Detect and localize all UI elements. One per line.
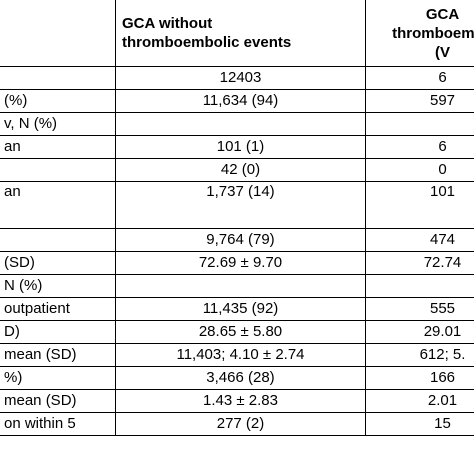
table-cell: 101 — [366, 182, 474, 229]
table-cell: 72.74 — [366, 252, 474, 275]
table-cell: 6 — [366, 67, 474, 90]
table-row: N (%) — [0, 275, 474, 298]
table-cell: v, N (%) — [0, 113, 116, 136]
table-cell: 1.43 ± 2.83 — [116, 390, 366, 413]
table-cell: 597 — [366, 90, 474, 113]
table-cell: an — [0, 136, 116, 159]
table-cell: 11,435 (92) — [116, 298, 366, 321]
table-cell: 72.69 ± 9.70 — [116, 252, 366, 275]
table-row: 42 (0)0 — [0, 159, 474, 182]
table-cell: 166 — [366, 367, 474, 390]
header-cell — [0, 0, 116, 67]
table-cell: 12403 — [116, 67, 366, 90]
table-cell: outpatient — [0, 298, 116, 321]
table-cell: 277 (2) — [116, 413, 366, 436]
table-cell: 29.01 — [366, 321, 474, 344]
table-cell: 15 — [366, 413, 474, 436]
header-cell: GCAthromboembo(V — [366, 0, 474, 67]
header-line: thromboembo — [370, 24, 474, 43]
table-cell: N (%) — [0, 275, 116, 298]
table-row: 9,764 (79)474 — [0, 229, 474, 252]
table-cell: on within 5 — [0, 413, 116, 436]
table-cell: (%) — [0, 90, 116, 113]
table-cell — [0, 229, 116, 252]
table-cell — [0, 159, 116, 182]
table-cell: an — [0, 182, 116, 229]
header-line: GCA — [370, 5, 474, 24]
table-cell: 11,403; 4.10 ± 2.74 — [116, 344, 366, 367]
table-cell — [0, 67, 116, 90]
table-cell — [366, 113, 474, 136]
table-cell — [116, 275, 366, 298]
table-cell — [116, 113, 366, 136]
table-cell: 3,466 (28) — [116, 367, 366, 390]
header-line: (V — [370, 43, 474, 62]
header-line: thromboembolic events — [122, 33, 361, 52]
table-cell: 0 — [366, 159, 474, 182]
table-cell: 9,764 (79) — [116, 229, 366, 252]
table-cell: mean (SD) — [0, 390, 116, 413]
table-cell — [366, 275, 474, 298]
table-cell: 1,737 (14) — [116, 182, 366, 229]
table-cell: 42 (0) — [116, 159, 366, 182]
table-cell: 28.65 ± 5.80 — [116, 321, 366, 344]
table-cell: 6 — [366, 136, 474, 159]
table-cell: 101 (1) — [116, 136, 366, 159]
header-line: GCA without — [122, 14, 361, 33]
table-cell: (SD) — [0, 252, 116, 275]
table-cell: %) — [0, 367, 116, 390]
table-cell: mean (SD) — [0, 344, 116, 367]
table-row: v, N (%) — [0, 113, 474, 136]
table-cell: 11,634 (94) — [116, 90, 366, 113]
table-cell: D) — [0, 321, 116, 344]
table-cell: 612; 5. — [366, 344, 474, 367]
table-cell: 555 — [366, 298, 474, 321]
table-row: (%)11,634 (94)597 — [0, 90, 474, 113]
table-cell: 474 — [366, 229, 474, 252]
table-cell: 2.01 — [366, 390, 474, 413]
table-row: %)3,466 (28)166 — [0, 367, 474, 390]
